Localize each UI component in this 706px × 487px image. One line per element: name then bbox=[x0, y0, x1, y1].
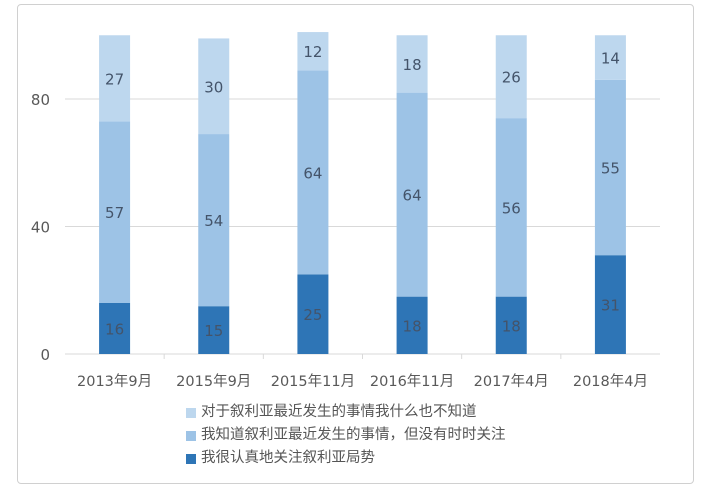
bar-segment bbox=[198, 306, 230, 354]
bar-segment bbox=[396, 35, 428, 93]
bar-segment bbox=[198, 38, 230, 135]
data-label: 56 bbox=[502, 199, 521, 217]
data-label: 54 bbox=[204, 212, 223, 230]
data-label: 14 bbox=[601, 50, 620, 68]
y-tick-label: 0 bbox=[40, 346, 50, 364]
data-label: 16 bbox=[105, 321, 124, 339]
x-tick-label: 2017年4月 bbox=[474, 373, 549, 390]
data-label: 18 bbox=[403, 317, 422, 335]
x-tick-label: 2015年11月 bbox=[271, 373, 355, 390]
data-label: 18 bbox=[502, 317, 521, 335]
data-label: 30 bbox=[204, 78, 223, 96]
data-label: 25 bbox=[303, 306, 322, 324]
bar-segment bbox=[198, 134, 230, 307]
x-tick-label: 2013年9月 bbox=[77, 373, 152, 390]
data-label: 26 bbox=[502, 69, 521, 87]
data-label: 27 bbox=[105, 70, 124, 88]
x-tick-label: 2016年11月 bbox=[370, 373, 454, 390]
legend-item: 我知道叙利亚最近发生的事情，但没有时时关注 bbox=[186, 424, 506, 447]
legend-swatch bbox=[186, 430, 196, 441]
bar-segment bbox=[297, 32, 329, 71]
legend-label: 对于叙利亚最近发生的事情我什么也不知道 bbox=[201, 404, 477, 420]
bar-segment bbox=[594, 79, 626, 256]
data-label: 15 bbox=[204, 322, 223, 340]
y-tick-label: 80 bbox=[31, 91, 50, 109]
data-label: 64 bbox=[303, 164, 322, 182]
chart-frame bbox=[17, 4, 694, 484]
data-label: 55 bbox=[601, 160, 620, 178]
x-tick-label: 2018年4月 bbox=[573, 373, 648, 390]
y-tick-label: 40 bbox=[31, 219, 50, 237]
bar-segment bbox=[99, 121, 131, 303]
bar-segment bbox=[297, 274, 329, 354]
bar-segment bbox=[495, 296, 527, 354]
data-label: 31 bbox=[601, 297, 620, 315]
bar-segment bbox=[396, 296, 428, 354]
data-label: 18 bbox=[403, 56, 422, 74]
legend-label: 我很认真地关注叙利亚局势 bbox=[201, 450, 375, 466]
bar-segment bbox=[99, 303, 131, 354]
bar-segment bbox=[594, 255, 626, 354]
data-label: 12 bbox=[303, 43, 322, 61]
legend-item: 我很认真地关注叙利亚局势 bbox=[186, 447, 506, 470]
bar-segment bbox=[99, 35, 131, 122]
bar-segment bbox=[297, 70, 329, 275]
data-label: 57 bbox=[105, 204, 124, 222]
bar-segment bbox=[495, 35, 527, 119]
bar-segment bbox=[495, 118, 527, 297]
data-label: 64 bbox=[403, 187, 422, 205]
legend-label: 我知道叙利亚最近发生的事情，但没有时时关注 bbox=[201, 427, 506, 443]
legend-swatch bbox=[186, 407, 196, 418]
legend: 对于叙利亚最近发生的事情我什么也不知道我知道叙利亚最近发生的事情，但没有时时关注… bbox=[186, 401, 506, 470]
x-tick-label: 2015年9月 bbox=[176, 373, 251, 390]
legend-swatch bbox=[186, 453, 196, 464]
legend-item: 对于叙利亚最近发生的事情我什么也不知道 bbox=[186, 401, 506, 424]
bar-segment bbox=[396, 92, 428, 297]
bar-segment bbox=[594, 35, 626, 80]
